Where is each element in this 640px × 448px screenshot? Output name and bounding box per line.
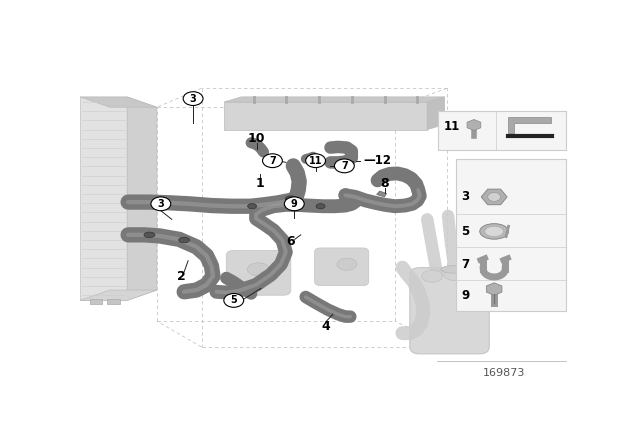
Text: 9: 9 (461, 289, 469, 302)
Ellipse shape (248, 263, 269, 276)
Ellipse shape (316, 204, 325, 209)
Ellipse shape (285, 196, 296, 202)
Text: 8: 8 (380, 177, 389, 190)
Text: 9: 9 (291, 199, 298, 209)
Text: 10: 10 (248, 132, 266, 145)
Text: 2: 2 (177, 270, 186, 283)
Text: 6: 6 (287, 235, 295, 248)
Ellipse shape (467, 270, 487, 282)
Text: —12: —12 (364, 154, 392, 167)
Ellipse shape (337, 258, 356, 270)
Text: 7: 7 (341, 161, 348, 171)
Ellipse shape (292, 201, 300, 209)
Text: 5: 5 (461, 225, 469, 238)
FancyBboxPatch shape (108, 299, 120, 304)
Ellipse shape (480, 224, 509, 239)
Text: 11: 11 (309, 156, 323, 166)
FancyBboxPatch shape (80, 97, 127, 301)
Text: 5: 5 (230, 295, 237, 306)
Circle shape (262, 154, 282, 168)
Text: 3: 3 (461, 190, 469, 203)
Circle shape (306, 154, 326, 168)
FancyBboxPatch shape (90, 299, 102, 304)
Ellipse shape (441, 266, 468, 273)
Polygon shape (224, 97, 445, 102)
Circle shape (335, 159, 355, 173)
Polygon shape (376, 191, 387, 197)
Text: 1: 1 (255, 177, 264, 190)
Circle shape (183, 92, 203, 105)
Ellipse shape (422, 270, 443, 282)
Ellipse shape (260, 272, 272, 279)
Text: 4: 4 (321, 320, 330, 333)
Ellipse shape (484, 226, 504, 237)
Bar (438, 111, 566, 151)
Text: 169873: 169873 (483, 368, 525, 378)
Ellipse shape (248, 204, 257, 209)
FancyBboxPatch shape (315, 248, 369, 285)
Ellipse shape (152, 200, 163, 205)
Text: 11: 11 (444, 120, 460, 133)
Circle shape (151, 197, 171, 211)
Ellipse shape (179, 237, 189, 243)
Polygon shape (509, 117, 550, 133)
Ellipse shape (144, 232, 155, 237)
Circle shape (488, 193, 500, 202)
Polygon shape (224, 102, 428, 129)
Polygon shape (428, 97, 445, 129)
Text: 7: 7 (269, 156, 276, 166)
FancyBboxPatch shape (227, 250, 291, 295)
Text: 7: 7 (461, 258, 469, 271)
Circle shape (284, 197, 304, 211)
Text: 3: 3 (189, 94, 196, 103)
Polygon shape (80, 290, 157, 301)
FancyBboxPatch shape (410, 267, 489, 354)
Bar (456, 159, 566, 311)
Ellipse shape (444, 268, 465, 280)
Text: 3: 3 (157, 199, 164, 209)
Polygon shape (80, 97, 157, 107)
Circle shape (224, 293, 244, 307)
Polygon shape (127, 97, 157, 301)
